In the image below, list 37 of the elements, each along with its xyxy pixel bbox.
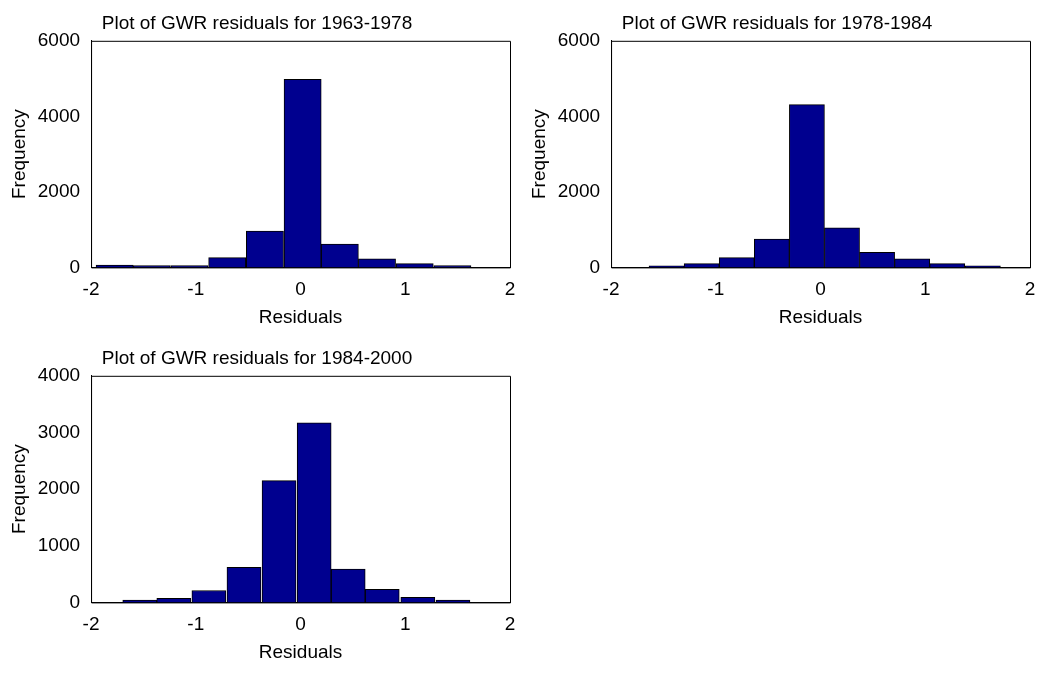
y-tick-label: 4000 <box>557 104 601 126</box>
y-tick-label: 0 <box>69 590 81 612</box>
x-tick-label: 2 <box>504 613 516 635</box>
x-axis-title: Residuals <box>258 640 343 662</box>
x-axis-title: Residuals <box>258 305 343 327</box>
y-tick-label: 2000 <box>557 180 601 202</box>
x-tick-label: 0 <box>295 278 306 300</box>
y-tick-label: 2000 <box>37 180 81 202</box>
y-tick-label: 0 <box>69 255 81 277</box>
y-axis-title: Frequency <box>7 443 29 534</box>
x-tick-label: -1 <box>187 613 205 635</box>
y-tick-label: 6000 <box>37 29 81 51</box>
x-tick-label: -2 <box>82 278 100 300</box>
x-tick-label: -1 <box>707 278 725 300</box>
chart-title: Plot of GWR residuals for 1978-1984 <box>621 11 933 33</box>
y-tick-label: 0 <box>589 255 601 277</box>
x-tick-label: 1 <box>919 278 931 300</box>
y-axis-title: Frequency <box>527 108 549 199</box>
x-tick-label: -1 <box>187 278 205 300</box>
y-axis-title: Frequency <box>7 108 29 199</box>
x-tick-label: 2 <box>504 278 516 300</box>
x-tick-label: 0 <box>295 613 306 635</box>
x-tick-label: -2 <box>82 613 100 635</box>
chart-title: Plot of GWR residuals for 1963-1978 <box>101 11 413 33</box>
x-tick-label: 1 <box>399 278 411 300</box>
y-tick-label: 2000 <box>37 477 81 499</box>
chart-title: Plot of GWR residuals for 1984-2000 <box>101 346 413 368</box>
y-tick-label: 4000 <box>37 364 81 386</box>
x-tick-label: -2 <box>602 278 620 300</box>
x-tick-label: 0 <box>815 278 826 300</box>
x-axis-title: Residuals <box>778 305 863 327</box>
y-tick-label: 4000 <box>37 104 81 126</box>
x-tick-label: 2 <box>1024 278 1036 300</box>
y-tick-label: 1000 <box>37 533 81 555</box>
x-tick-label: 1 <box>399 613 411 635</box>
y-tick-label: 6000 <box>557 29 601 51</box>
y-tick-label: 3000 <box>37 420 81 442</box>
